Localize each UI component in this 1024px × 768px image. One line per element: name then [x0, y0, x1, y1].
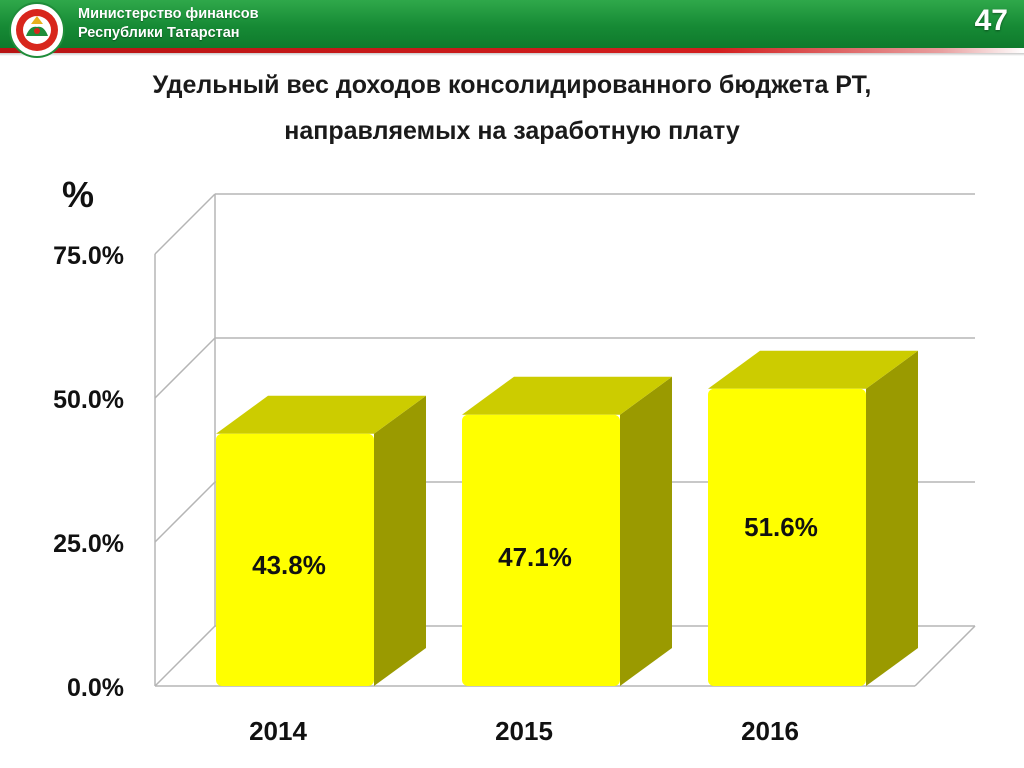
x-tick-label-2015: 2015: [495, 716, 553, 746]
y-tick-label: 50.0%: [53, 386, 124, 414]
gridline-side: [154, 625, 216, 687]
y-tick-label: 75.0%: [53, 242, 124, 270]
gridline-side: [154, 481, 216, 543]
tatarstan-emblem-icon: [9, 2, 65, 58]
page-title: Удельный вес доходов консолидированного …: [0, 62, 1024, 154]
bar-2015: [462, 414, 620, 686]
bar-side-2014: [374, 395, 426, 686]
page-title-line2: направляемых на заработную плату: [284, 117, 740, 145]
organization-name-line2: Республики Татарстан: [78, 25, 240, 41]
bar-top-2014: [216, 395, 426, 434]
y-axis-unit-label: %: [62, 174, 95, 215]
y-tick-label: 0.0%: [67, 674, 124, 702]
header-stripe-shadow: [0, 53, 1024, 56]
header-red-stripe: [0, 48, 1024, 53]
floor-right-edge: [914, 625, 976, 687]
bar-2016: [708, 388, 866, 686]
bar-side-2015: [620, 376, 672, 686]
gridline-side: [154, 193, 216, 255]
x-tick-label-2016: 2016: [741, 716, 799, 746]
bar-top-2015: [462, 376, 672, 415]
page-title-line1: Удельный вес доходов консолидированного …: [152, 71, 872, 99]
organization-name-line1: Министерство финансов: [78, 6, 259, 22]
data-label-2014: 43.8%: [252, 550, 326, 580]
x-tick-label-2014: 2014: [249, 716, 307, 746]
organization-name: Министерство финансов Республики Татарст…: [78, 5, 259, 43]
header-bar: [0, 0, 1024, 48]
slide-number: 47: [974, 4, 1008, 37]
data-label-2015: 47.1%: [498, 542, 572, 572]
bar-side-2016: [866, 350, 918, 686]
bar-2014: [216, 433, 374, 686]
data-label-2016: 51.6%: [744, 512, 818, 542]
bar-top-2016: [708, 350, 918, 389]
gridline-side: [154, 337, 216, 399]
y-tick-label: 25.0%: [53, 530, 124, 558]
